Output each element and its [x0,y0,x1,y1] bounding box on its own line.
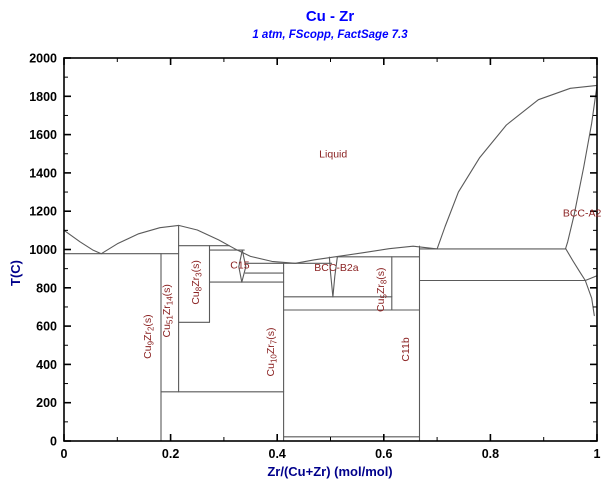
phase-boundary-c15-lens-left [238,249,243,283]
chart-subtitle: 1 atm, FScopp, FactSage 7.3 [252,29,408,41]
phase-label-bcc-a2: BCC-A2 [563,208,602,220]
chart-title: Cu - Zr [306,8,354,25]
x-tick-label: 0 [61,447,68,461]
phase-label-text: Zr [161,305,173,315]
phase-label-subscript: 8 [379,279,388,284]
x-tick-label: 0.2 [162,447,179,461]
phase-label-subscript: 10 [270,354,279,363]
phase-label-text: C11b [400,337,412,361]
plot-area: 0 200 400 600 800 1000 1200 1400 1600 1800 2000 0 0.… [29,52,601,462]
y-tick-label: 0 [50,435,57,449]
phase-label-text: Cu [190,291,202,305]
phase-boundary-bcc-solidus [565,84,598,250]
phase-label-text: (s) [190,260,202,272]
phase-boundary-bcc-hcp-boundary [584,275,598,282]
y-tick-label: 1600 [29,128,57,142]
phase-boundary-b2-lens-right [332,256,338,298]
phase-boundary-liquidus [63,84,598,264]
y-axis-title: T(C) [8,260,23,286]
phase-label-text: Zr [190,276,202,286]
phase-label-text: Liquid [319,149,347,161]
x-tick-label: 1 [594,447,601,461]
phase-label-c11b: C11b [400,337,412,361]
plot-frame [63,57,598,442]
y-tick-label: 2000 [29,52,57,66]
y-tick-label: 1200 [29,205,57,219]
y-tick-label: 1400 [29,166,57,180]
phase-label-cu51zr14: Cu51Zr14(s) [161,284,175,337]
phase-label-subscript: 51 [166,315,175,324]
phase-label-c15: C15 [230,260,249,272]
phase-label-text: (s) [375,267,387,279]
y-tick-label: 800 [36,281,57,295]
phase-label-text: Cu [375,298,387,312]
x-tick-label: 0.6 [375,447,392,461]
phase-label-cu8zr3: Cu8Zr3(s) [190,260,204,305]
phase-label-text: (s) [265,328,277,340]
phase-label-subscript: 3 [194,272,203,277]
phase-label-text: (s) [142,314,154,326]
phase-label-text: Cu [142,345,154,359]
y-tick-label: 200 [36,396,57,410]
x-tick-label: 0.4 [269,447,286,461]
phase-label-text: Cu [265,363,277,377]
phase-label-subscript: 14 [166,296,175,305]
phase-boundary-bcc-lower-solvus [565,247,586,282]
y-tick-label: 1000 [29,243,57,257]
phase-label-subscript: 8 [194,286,203,291]
y-tick-label: 600 [36,320,57,334]
phase-label-subscript: 2 [146,326,155,331]
phase-label-cu10zr7: Cu10Zr7(s) [265,328,279,377]
phase-label-text: Zr [375,284,387,294]
phase-label-text: (s) [161,284,173,296]
phase-boundary-b2-lens-left [328,256,334,298]
phase-label-text: C15 [230,260,249,272]
phase-label-text: Zr [265,344,277,354]
phase-label-subscript: 5 [379,294,388,299]
phase-label-bcc-b2a: BCC-B2a [314,262,359,274]
phase-boundary-c15-lens-right [241,249,247,283]
phase-label-cu9zr2: Cu9Zr2(s) [142,314,156,359]
y-tick-label: 400 [36,358,57,372]
phase-label-text: BCC-B2a [314,262,359,274]
phase-label-liquid: Liquid [319,149,347,161]
phase-boundary-hcp-solvus [584,279,595,317]
x-tick-label: 0.8 [482,447,499,461]
phase-label-text: BCC-A2 [563,208,602,220]
phase-label-text: Zr [142,331,154,341]
phase-label-text: Cu [161,324,173,338]
x-axis-title: Zr/(Cu+Zr) (mol/mol) [267,464,392,479]
y-tick-label: 1800 [29,90,57,104]
phase-label-cu5zr8: Cu5Zr8(s) [375,267,389,312]
phase-label-subscript: 9 [146,340,155,345]
phase-label-subscript: 7 [270,339,279,344]
